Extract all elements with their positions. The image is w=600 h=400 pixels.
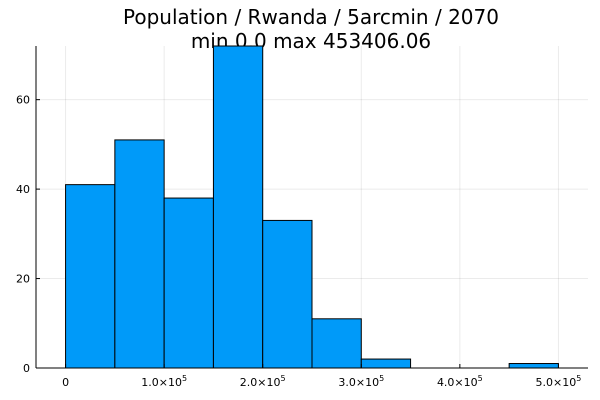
histogram-bar [311,318,362,369]
histogram-bar [360,358,412,369]
x-tick-label: 1.0×105 [141,374,187,389]
x-tick-label: 0 [62,376,69,389]
histogram-bar [262,219,313,369]
x-tick-label: 3.0×105 [338,374,384,389]
histogram-bar [65,184,116,369]
x-tick-label-base: 2.0×10 [240,376,281,389]
x-tick-label-exponent: 5 [576,374,581,383]
axes [35,46,588,369]
y-tick-label: 60 [16,94,30,107]
x-tick-label-base: 3.0×10 [338,376,379,389]
x-tick-label: 2.0×105 [240,374,286,389]
x-tick-label-base: 5.0×10 [536,376,577,389]
histogram-bar [508,363,559,369]
x-tick-label-exponent: 5 [281,374,286,383]
x-tick-label-base: 1.0×10 [141,376,182,389]
y-tick-label: 40 [16,183,30,196]
histogram-bar [163,197,214,369]
x-tick-label-exponent: 5 [478,374,483,383]
x-tick-label: 5.0×105 [536,374,582,389]
y-tick-label: 20 [16,273,30,286]
histogram-bars [65,45,559,369]
y-tick-label: 0 [23,362,30,375]
x-tick-label-exponent: 5 [182,374,187,383]
histogram-bar [212,45,264,369]
x-tick-label-exponent: 5 [379,374,384,383]
x-tick-label: 4.0×105 [437,374,483,389]
x-tick-label-base: 4.0×10 [437,376,478,389]
histogram-bar [114,139,165,369]
chart-title-line-1: Population / Rwanda / 5arcmin / 2070 [123,5,499,29]
x-tick-label-base: 0 [62,376,69,389]
